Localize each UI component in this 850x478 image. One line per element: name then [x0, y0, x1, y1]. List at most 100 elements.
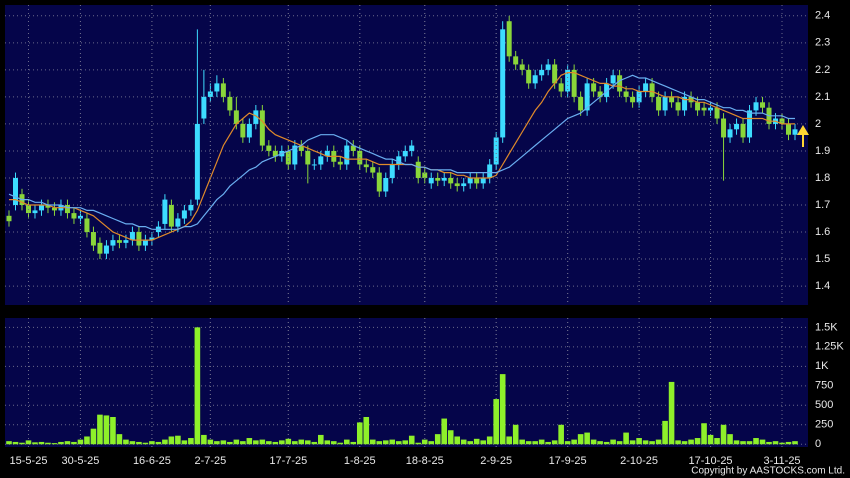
volume-bar: [12, 441, 19, 445]
volume-bar: [253, 440, 259, 445]
candle-body: [292, 145, 298, 165]
volume-bar: [746, 441, 753, 445]
volume-bar: [337, 442, 344, 445]
candle-body: [149, 237, 155, 241]
y-tick-label: 1.5: [815, 253, 830, 265]
candle-body: [727, 129, 733, 138]
x-tick-label: 2-9-25: [480, 455, 512, 467]
volume-bar: [162, 439, 168, 445]
candle-body: [415, 161, 421, 178]
volume-bar: [220, 440, 227, 445]
volume-bar: [142, 442, 149, 445]
candle-body: [448, 177, 454, 184]
volume-bar: [623, 432, 629, 445]
volume-bar: [259, 439, 266, 445]
candle-body: [721, 118, 727, 138]
volume-bar: [103, 415, 110, 445]
candle-body: [84, 218, 90, 233]
volume-bar: [441, 418, 448, 445]
candle-body: [123, 240, 129, 243]
volume-bar: [447, 430, 454, 445]
candle-body: [539, 69, 545, 76]
y-tick-label: 1K: [815, 360, 829, 372]
x-tick-label: 17-7-25: [269, 455, 307, 467]
volume-bar: [571, 439, 577, 445]
candle-body: [675, 102, 681, 111]
y-tick-label: 2.2: [815, 64, 830, 76]
candle-body: [168, 205, 174, 227]
candle-body: [487, 164, 493, 178]
volume-bar: [772, 441, 779, 445]
candle-body: [396, 156, 402, 165]
volume-bar: [720, 424, 727, 445]
candle-body: [792, 129, 798, 135]
y-tick-label: 1.7: [815, 199, 830, 211]
candle-body: [97, 242, 103, 254]
volume-bar: [649, 441, 655, 445]
volume-bar: [629, 440, 636, 445]
candle-body: [435, 177, 441, 181]
volume-bar: [168, 436, 175, 445]
volume-bar: [181, 440, 188, 445]
candle-body: [363, 164, 369, 168]
volume-bar: [603, 441, 610, 445]
candle-body: [142, 240, 148, 246]
candle-body: [103, 245, 109, 254]
volume-bar: [584, 432, 590, 445]
candle-body: [662, 96, 668, 111]
candle-body: [617, 75, 623, 92]
candle-body: [649, 83, 655, 97]
volume-bar: [506, 436, 512, 445]
volume-bar: [733, 440, 740, 445]
volume-bar: [714, 438, 720, 445]
volume-bar: [45, 442, 51, 445]
y-tick-label: 500: [815, 399, 833, 411]
candle-body: [454, 183, 460, 187]
volume-bar: [136, 441, 142, 445]
x-tick-label: 18-8-25: [406, 455, 444, 467]
candle-body: [188, 205, 194, 211]
volume-bar: [551, 440, 558, 445]
x-tick-label: 15-5-25: [10, 455, 48, 467]
candle-body: [207, 91, 213, 97]
candle-body: [682, 96, 688, 111]
candle-body: [480, 177, 486, 184]
volume-bar: [382, 440, 389, 445]
volume-bar: [558, 424, 564, 445]
candle-body: [6, 215, 12, 222]
candle-body: [90, 232, 96, 246]
volume-bar: [454, 436, 461, 445]
candle-body: [565, 69, 571, 92]
x-tick-label: 1-8-25: [344, 455, 376, 467]
volume-bar: [421, 439, 428, 445]
candle-body: [324, 150, 330, 157]
candle-body: [558, 83, 564, 92]
volume-bar: [279, 440, 285, 445]
candle-body: [253, 110, 259, 124]
candle-body: [578, 96, 584, 111]
candle-body: [409, 145, 415, 151]
copyright: Copyright by AASTOCKS.com Ltd.: [691, 466, 845, 477]
y-tick-label: 2.1: [815, 91, 830, 103]
volume-bar: [188, 438, 194, 445]
candle-body: [526, 69, 532, 84]
y-tick-label: 1.5K: [815, 321, 838, 333]
volume-bar: [402, 440, 409, 445]
volume-bar: [116, 434, 123, 445]
candle-body: [259, 110, 265, 146]
volume-bar: [616, 441, 623, 445]
moving-average-line: [9, 72, 795, 241]
volume-bar: [753, 438, 759, 445]
volume-bar: [97, 414, 103, 445]
volume-bar: [369, 439, 376, 445]
volume-bar: [318, 434, 324, 445]
candle-body: [266, 145, 272, 151]
volume-bar: [655, 439, 662, 445]
volume-bar: [110, 416, 116, 445]
candle-body: [441, 177, 447, 181]
candle-body: [129, 232, 135, 241]
volume-bar: [311, 441, 318, 445]
y-tick-label: 750: [815, 380, 833, 392]
volume-bar: [532, 441, 538, 445]
candle-body: [110, 240, 116, 246]
